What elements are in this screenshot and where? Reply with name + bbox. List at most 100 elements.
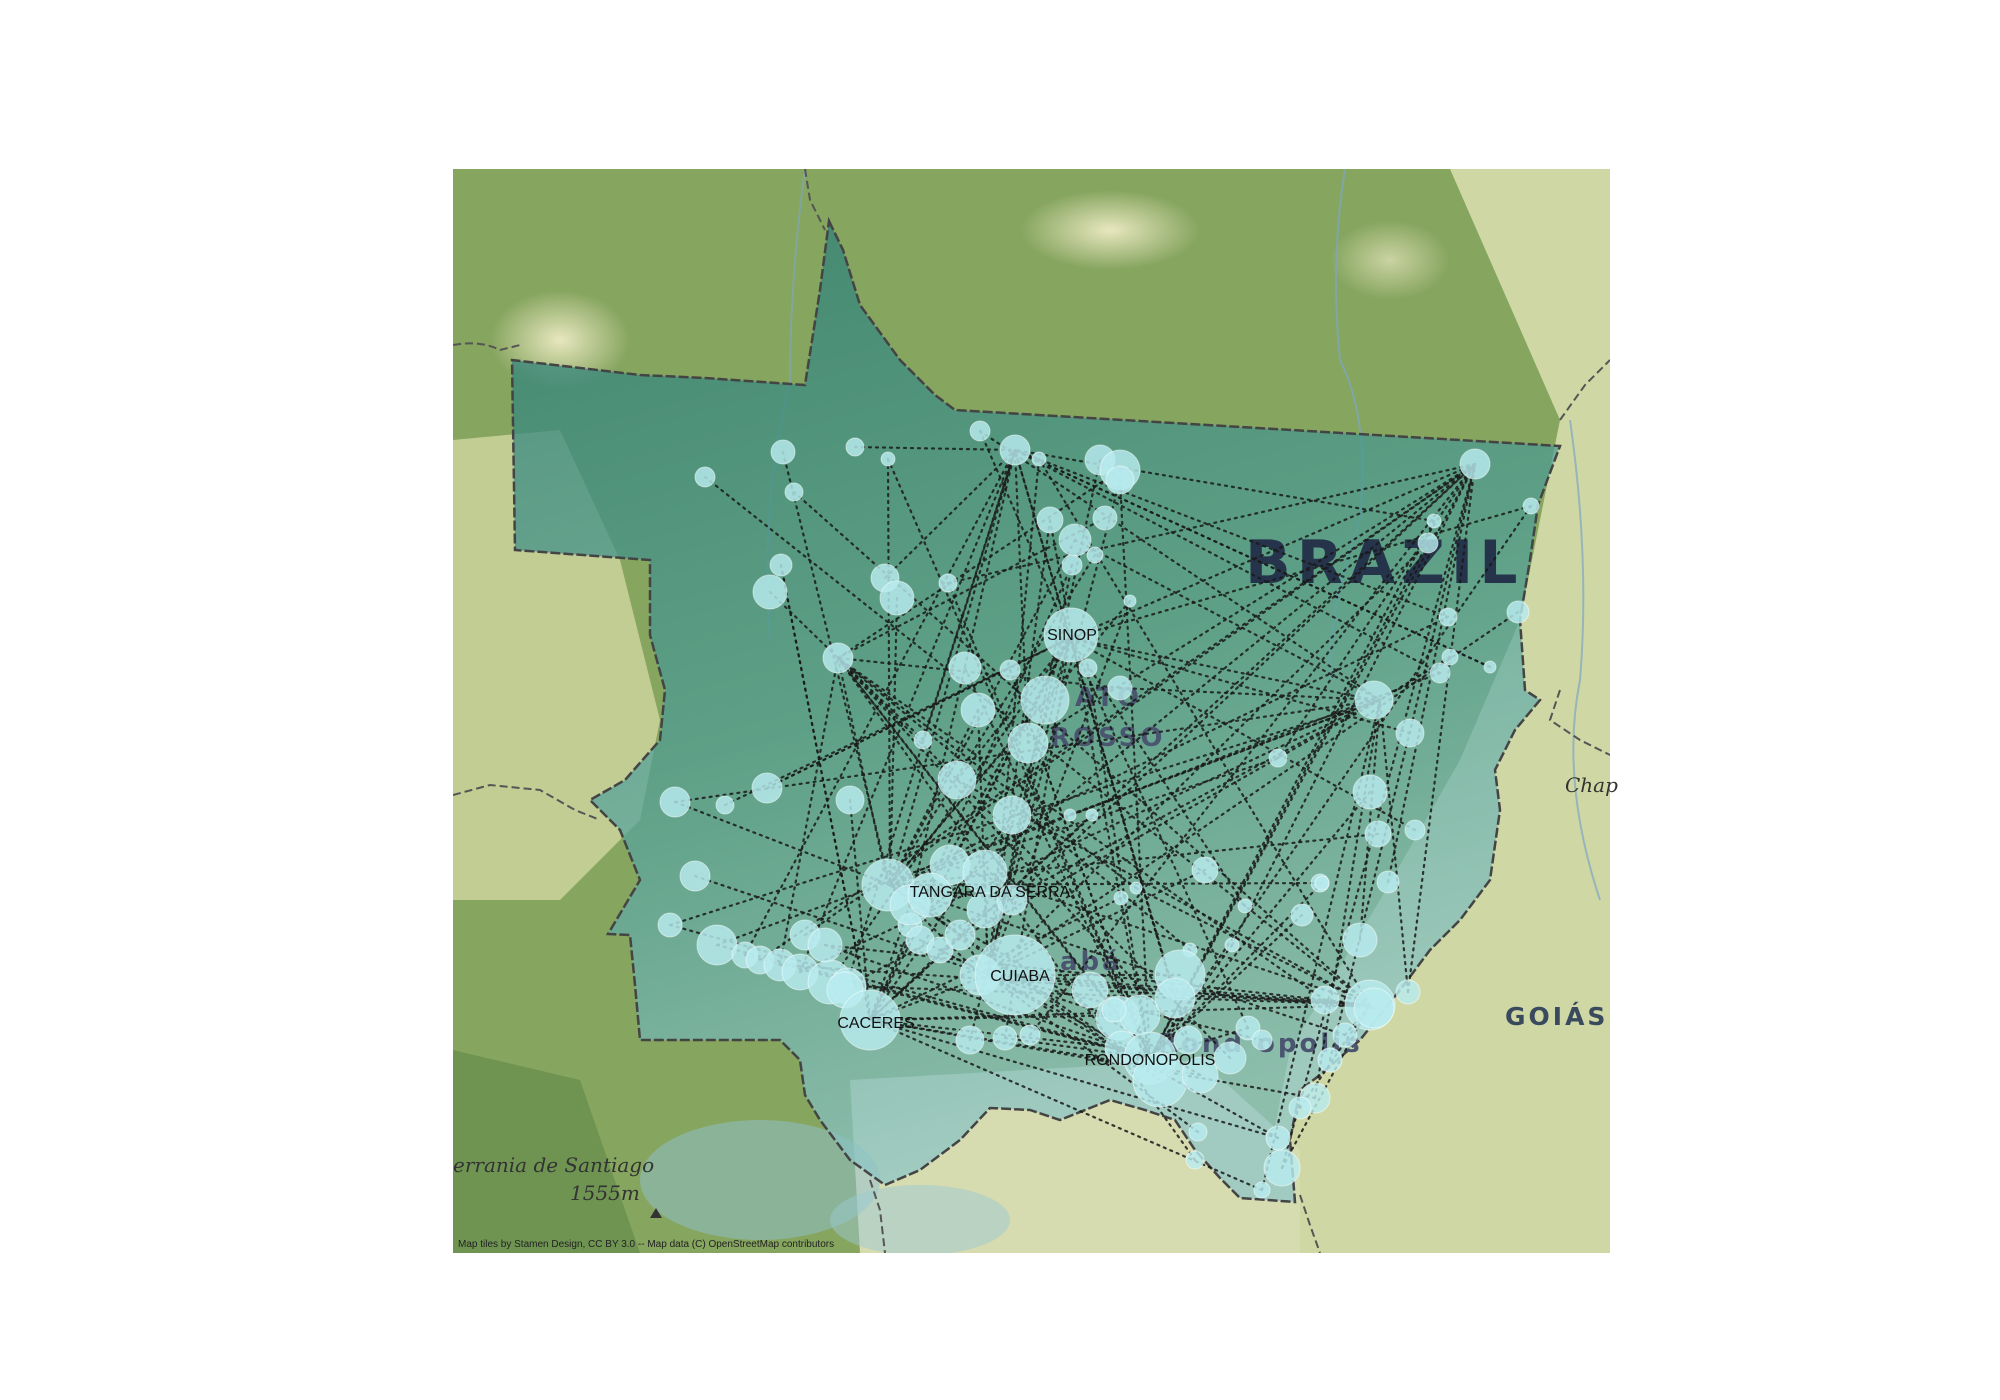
city-bubble[interactable]	[1317, 1047, 1343, 1073]
city-bubble[interactable]	[1441, 648, 1459, 666]
city-bubble[interactable]	[1332, 1022, 1358, 1048]
flow-line	[1118, 478, 1152, 1060]
city-bubble[interactable]	[962, 849, 1008, 895]
city-bubble[interactable]	[1224, 937, 1240, 953]
city-bubble[interactable]	[1020, 675, 1070, 725]
city-bubble[interactable]	[1086, 546, 1104, 564]
city-bubble[interactable]	[1085, 808, 1099, 822]
city-bubble[interactable]	[1354, 680, 1394, 720]
city-bubble[interactable]	[1263, 1149, 1301, 1187]
city-bubble[interactable]	[879, 580, 915, 616]
city-bubble[interactable]	[1107, 675, 1133, 701]
city-bubble[interactable]	[969, 420, 991, 442]
city-bubble[interactable]	[1123, 594, 1137, 608]
city-bubble[interactable]	[1101, 997, 1127, 1023]
flow-line	[758, 462, 1477, 962]
city-bubble[interactable]	[1019, 1024, 1041, 1046]
city-bubble[interactable]	[1173, 1025, 1203, 1055]
city-bubble[interactable]	[907, 872, 953, 918]
neighbor-state-label: GOIÁS	[1505, 1002, 1608, 1031]
city-bubble[interactable]	[1522, 497, 1540, 515]
city-bubble[interactable]	[999, 659, 1021, 681]
city-bubble[interactable]	[974, 934, 1056, 1016]
city-bubble[interactable]	[1078, 658, 1098, 678]
city-bubble[interactable]	[1288, 1096, 1312, 1120]
city-bubble[interactable]	[1129, 881, 1143, 895]
city-bubble[interactable]	[839, 989, 901, 1051]
city-bubble[interactable]	[1061, 554, 1083, 576]
city-bubble[interactable]	[996, 884, 1028, 916]
city-bubble[interactable]	[937, 760, 977, 800]
city-bubble[interactable]	[999, 434, 1031, 466]
city-bubble[interactable]	[1268, 748, 1288, 768]
city-bubble[interactable]	[1185, 1150, 1205, 1170]
city-bubble[interactable]	[1342, 922, 1378, 958]
city-bubble[interactable]	[822, 642, 854, 674]
city-bubble[interactable]	[938, 573, 958, 593]
city-bubble[interactable]	[694, 466, 716, 488]
flow-line	[868, 1018, 1317, 1100]
city-bubble[interactable]	[1188, 1122, 1208, 1142]
city-bubble[interactable]	[1007, 722, 1049, 764]
city-bubble[interactable]	[1213, 1041, 1247, 1075]
city-bubble[interactable]	[880, 451, 896, 467]
city-bubble[interactable]	[1113, 890, 1129, 906]
city-bubble[interactable]	[944, 919, 976, 951]
city-bubble[interactable]	[1058, 523, 1092, 557]
city-bubble[interactable]	[1429, 662, 1451, 684]
city-bubble[interactable]	[955, 1025, 985, 1055]
city-bubble[interactable]	[1310, 985, 1340, 1015]
city-bubble[interactable]	[751, 772, 783, 804]
city-bubble[interactable]	[1395, 979, 1421, 1005]
city-bubble[interactable]	[770, 439, 796, 465]
city-bubble[interactable]	[960, 692, 996, 728]
city-bubble[interactable]	[1314, 875, 1330, 891]
city-bubble[interactable]	[1376, 870, 1400, 894]
city-bubble[interactable]	[1154, 977, 1196, 1019]
city-bubble[interactable]	[913, 730, 933, 750]
city-bubble[interactable]	[1063, 808, 1077, 822]
city-bubble[interactable]	[659, 786, 691, 818]
city-bubble[interactable]	[845, 437, 865, 457]
city-bubble[interactable]	[1265, 1125, 1291, 1151]
city-bubble[interactable]	[1459, 448, 1491, 480]
city-bubble[interactable]	[948, 651, 982, 685]
city-bubble[interactable]	[1353, 987, 1395, 1029]
city-bubble[interactable]	[1181, 1056, 1219, 1094]
city-bubble[interactable]	[769, 553, 793, 577]
city-bubble[interactable]	[1119, 994, 1161, 1036]
city-bubble[interactable]	[1043, 607, 1099, 663]
city-bubble[interactable]	[992, 795, 1032, 835]
city-bubble[interactable]	[1395, 718, 1425, 748]
city-bubble[interactable]	[679, 860, 711, 892]
city-bubble[interactable]	[1290, 903, 1314, 927]
city-bubble[interactable]	[752, 574, 788, 610]
city-bubble[interactable]	[1036, 506, 1064, 534]
city-bubble[interactable]	[784, 482, 804, 502]
city-bubble[interactable]	[1506, 600, 1530, 624]
city-bubble[interactable]	[1438, 607, 1458, 627]
flow-line	[888, 881, 1322, 887]
city-bubble[interactable]	[1417, 532, 1439, 554]
city-bubble[interactable]	[1071, 971, 1109, 1009]
city-bubble[interactable]	[1483, 660, 1497, 674]
city-bubble[interactable]	[715, 795, 735, 815]
city-bubble[interactable]	[807, 927, 843, 963]
city-bubble[interactable]	[1251, 1029, 1273, 1051]
city-bubble[interactable]	[992, 1025, 1018, 1051]
city-bubble[interactable]	[835, 785, 865, 815]
city-bubble[interactable]	[1092, 505, 1118, 531]
city-bubble[interactable]	[1031, 451, 1047, 467]
city-bubble[interactable]	[696, 924, 738, 966]
city-bubble[interactable]	[1404, 819, 1426, 841]
city-bubble[interactable]	[1426, 513, 1442, 529]
city-bubble[interactable]	[1253, 1181, 1271, 1199]
city-bubble[interactable]	[657, 912, 683, 938]
city-bubble[interactable]	[926, 936, 954, 964]
city-bubble[interactable]	[1364, 820, 1392, 848]
city-bubble[interactable]	[1352, 774, 1388, 810]
city-bubble[interactable]	[1191, 856, 1219, 884]
city-bubble[interactable]	[1105, 465, 1135, 495]
city-bubble[interactable]	[1237, 898, 1253, 914]
